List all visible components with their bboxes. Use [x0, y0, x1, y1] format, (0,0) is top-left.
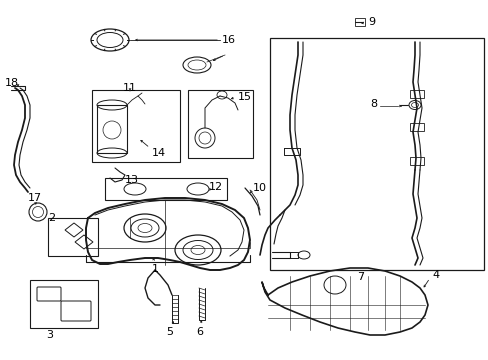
Bar [409, 157, 423, 165]
Bar [187, 90, 252, 158]
Text: 3: 3 [46, 330, 53, 340]
Text: 7: 7 [356, 272, 364, 282]
Text: 10: 10 [252, 183, 266, 193]
Bar [409, 90, 423, 98]
Text: 6: 6 [196, 327, 203, 337]
Text: 2: 2 [48, 213, 55, 223]
Text: 16: 16 [222, 35, 236, 45]
Text: 15: 15 [238, 92, 251, 102]
Text: 1: 1 [152, 264, 159, 274]
Bar [105, 178, 226, 200]
Bar [354, 18, 364, 26]
Text: 5: 5 [166, 327, 173, 337]
Text: 17: 17 [28, 193, 42, 203]
Bar [97, 105, 127, 153]
Text: 12: 12 [208, 182, 223, 192]
Text: 11: 11 [123, 83, 137, 93]
Bar [269, 38, 483, 270]
Bar [409, 123, 423, 131]
Text: 18: 18 [5, 78, 19, 88]
Text: 9: 9 [367, 17, 374, 27]
Text: 4: 4 [431, 270, 438, 280]
Bar [30, 280, 98, 328]
Bar [48, 218, 98, 256]
Bar [92, 90, 180, 162]
Text: 13: 13 [125, 175, 139, 185]
Text: 14: 14 [152, 148, 166, 158]
Text: 8: 8 [369, 99, 376, 109]
